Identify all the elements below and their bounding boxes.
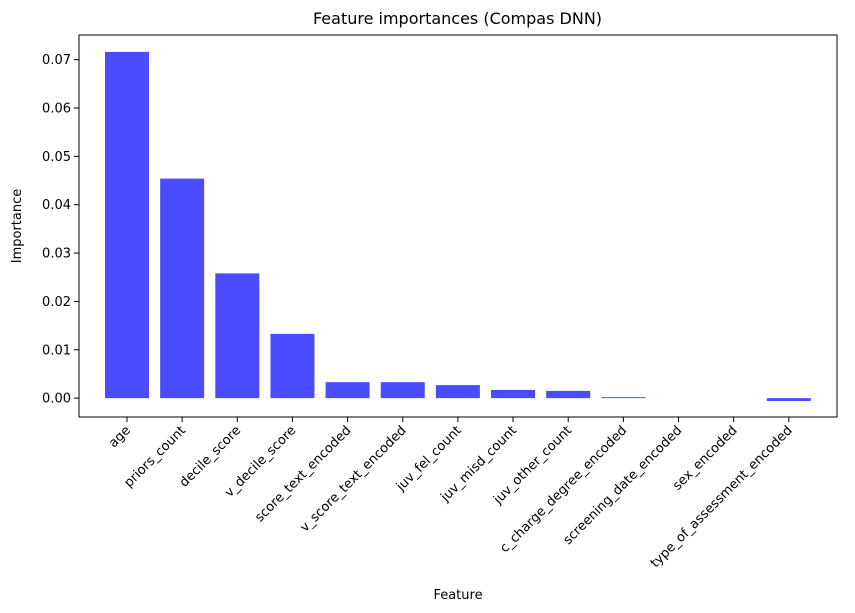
y-tick-label: 0.01 [42,343,71,358]
chart-title: Feature importances (Compas DNN) [313,9,602,28]
bar-v-decile-score [270,333,315,399]
y-tick-label: 0.00 [42,392,71,407]
y-axis-ticks: 0.00 0.01 0.02 0.03 0.04 0.05 0.06 0.07 [42,53,79,407]
y-tick-label: 0.06 [42,102,71,117]
bar-v-score-text-encoded [380,382,425,399]
y-tick-label: 0.07 [42,53,71,68]
plot-frame [78,34,838,418]
bar-c-charge-degree-encoded [601,397,646,399]
bar-juv-misd-count [491,389,536,399]
bar-score-text-encoded [325,382,370,399]
bar-juv-other-count [546,390,591,399]
y-axis-label: Importance [10,189,25,264]
bar-juv-fel-count [435,385,480,399]
bar-priors-count [160,178,205,399]
x-axis-label: Feature [433,588,482,603]
y-tick-label: 0.02 [42,295,71,310]
bar-decile-score [215,273,260,399]
bar-type-of-assessment-encoded [766,398,811,402]
y-tick-label: 0.05 [42,150,71,165]
bar-age [105,51,149,399]
y-tick-label: 0.04 [42,198,71,213]
y-tick-label: 0.03 [42,247,71,262]
bars-group [105,51,811,402]
